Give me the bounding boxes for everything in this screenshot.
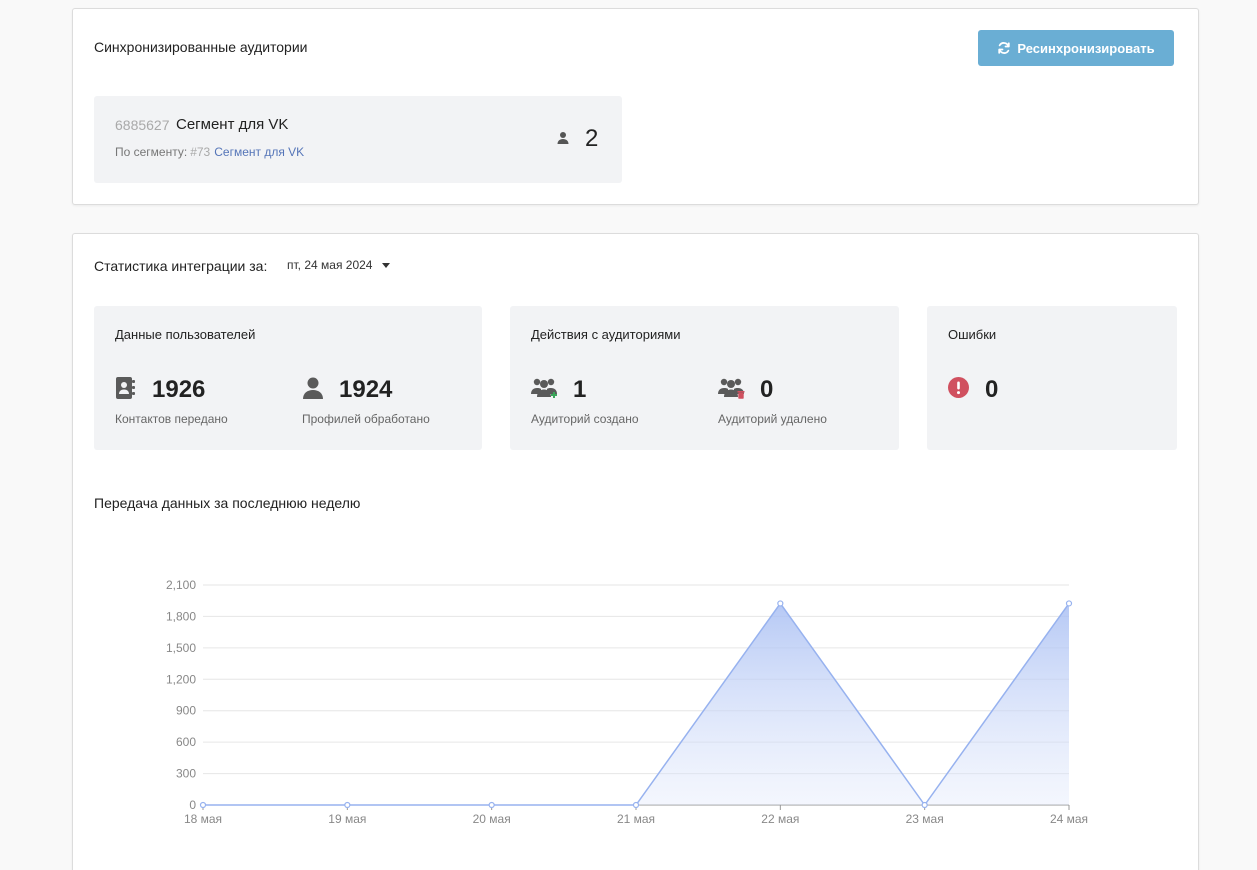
y-tick-label: 1,500 (166, 641, 196, 655)
x-tick-label: 19 мая (328, 812, 366, 826)
errors-value: 0 (985, 376, 999, 403)
synced-audiences-card: Синхронизированные аудитории Ресинхрониз… (72, 8, 1199, 205)
audiences-deleted-value: 0 (760, 376, 774, 403)
user-icon (303, 377, 323, 399)
profiles-label: Профилей обработано (302, 412, 430, 426)
data-point (921, 801, 928, 809)
segment-id: 6885627 (115, 117, 170, 133)
y-tick-label: 300 (176, 767, 196, 781)
profiles-value: 1924 (339, 376, 393, 403)
segment-name: Сегмент для VK (176, 116, 289, 133)
series-line (203, 602, 1070, 807)
contacts-label: Контактов передано (115, 412, 228, 426)
resync-button[interactable]: Ресинхронизировать (978, 30, 1174, 66)
y-tick-label: 900 (176, 704, 196, 718)
x-tick-label: 21 мая (617, 812, 655, 826)
exclamation-circle-icon (948, 377, 969, 398)
synced-audiences-title: Синхронизированные аудитории (94, 39, 308, 55)
segment-item: 6885627 Сегмент для VK По сегменту: #73 Се… (94, 96, 622, 183)
segment-source-prefix: По сегменту: (115, 145, 188, 159)
y-tick-label: 2,100 (166, 578, 196, 592)
segment-source: По сегменту: #73 Сегмент для VK (115, 145, 304, 159)
audience-actions-box: Действия с аудиториями 1 Аудиторий созда… (510, 306, 899, 450)
period-value: пт, 24 мая 2024 (287, 258, 373, 272)
y-tick-label: 600 (176, 735, 196, 749)
x-tick-label: 20 мая (473, 812, 511, 826)
segment-source-link[interactable]: Сегмент для VK (214, 145, 305, 159)
resync-button-label: Ресинхронизировать (1017, 40, 1155, 56)
data-point (344, 801, 351, 809)
audience-actions-title: Действия с аудиториями (531, 327, 681, 342)
x-tick-label: 24 мая (1050, 812, 1088, 826)
period-dropdown[interactable]: пт, 24 мая 2024 (287, 258, 391, 272)
user-data-title: Данные пользователей (115, 327, 256, 342)
contacts-value: 1926 (152, 376, 206, 403)
period-label: Статистика интеграции за: (94, 258, 268, 274)
data-point (632, 801, 640, 809)
y-tick-label: 1,200 (166, 672, 196, 686)
users-add-icon (531, 378, 557, 398)
refresh-icon (998, 42, 1011, 54)
segment-source-number: #73 (190, 145, 211, 159)
user-data-box: Данные пользователей 1926 Контактов пере… (94, 306, 482, 450)
x-tick-label: 22 мая (761, 812, 799, 826)
errors-box: Ошибки 0 (927, 306, 1177, 450)
segment-user-count: 2 (585, 125, 599, 152)
y-tick-label: 0 (189, 798, 196, 812)
x-tick-label: 18 мая (184, 812, 222, 826)
integration-stats-card: Статистика интеграции за: пт, 24 мая 202… (72, 233, 1199, 870)
address-book-icon (116, 377, 135, 399)
audiences-deleted-label: Аудиторий удалено (718, 412, 827, 426)
audiences-created-value: 1 (573, 376, 587, 403)
data-point (777, 600, 784, 607)
data-point (488, 801, 495, 809)
x-tick-label: 23 мая (906, 812, 944, 826)
chart-title: Передача данных за последнюю неделю (94, 495, 361, 511)
caret-down-icon (382, 262, 391, 268)
data-transfer-chart: 0 300 600 900 1,200 1,500 1,800 2,100 18 мая 19 м… (166, 578, 1088, 826)
audiences-created-label: Аудиторий создано (531, 412, 639, 426)
user-icon (557, 132, 569, 144)
users-delete-icon (718, 378, 745, 399)
errors-title: Ошибки (948, 327, 997, 342)
y-tick-label: 1,800 (166, 609, 196, 623)
data-point (199, 801, 207, 809)
data-point (1065, 600, 1073, 607)
series-area (203, 603, 1069, 805)
